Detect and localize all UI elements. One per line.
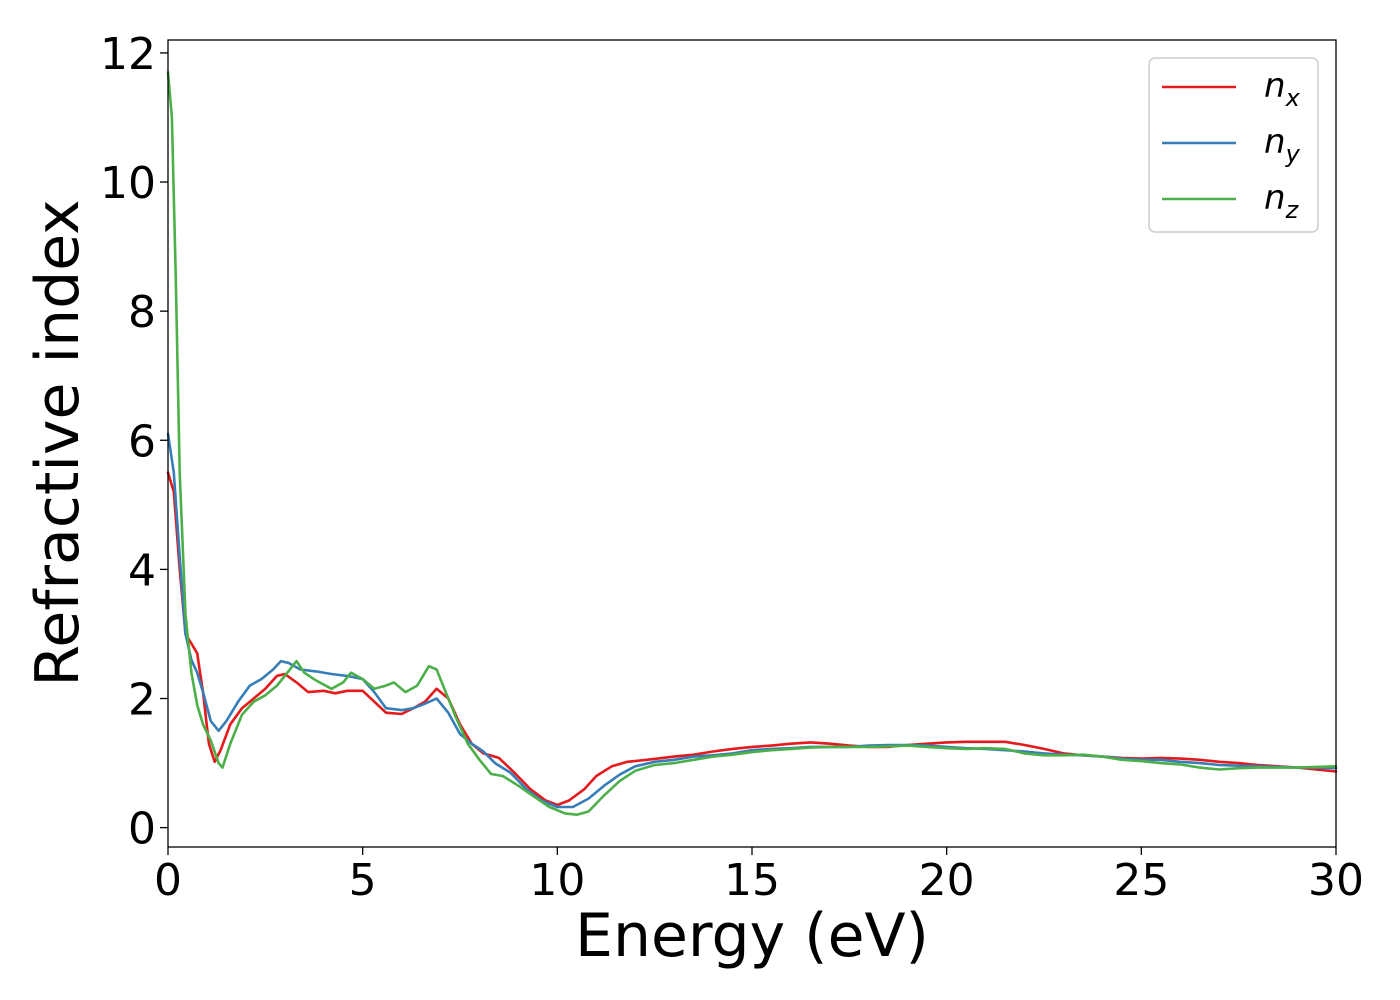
legend-label-subscript: y: [1285, 140, 1301, 168]
legend-label-ny: ny: [1264, 122, 1301, 168]
x-tick-label: 25: [1113, 855, 1169, 906]
legend-label-subscript: z: [1285, 196, 1300, 224]
y-tick-label: 12: [100, 29, 156, 80]
x-axis-label: Energy (eV): [575, 901, 929, 971]
legend-label-nz: nz: [1264, 178, 1300, 224]
y-tick-label: 2: [128, 675, 156, 726]
series-layer: [166, 71, 1338, 817]
series-line-nz: [166, 71, 1338, 817]
x-tick-label: 5: [349, 855, 377, 906]
legend-label-subscript: x: [1285, 84, 1301, 112]
x-tick-label: 0: [154, 855, 182, 906]
y-tick-label: 6: [128, 416, 156, 467]
y-tick-label: 0: [128, 804, 156, 855]
x-tick-label: 10: [529, 855, 585, 906]
legend-label-base: n: [1264, 66, 1286, 106]
y-axis-label: Refractive index: [23, 199, 93, 686]
x-tick-label: 30: [1308, 855, 1364, 906]
x-axis: 0 5 10 15 20 25 30: [154, 847, 1364, 906]
legend-label-base: n: [1264, 122, 1286, 162]
y-tick-label: 10: [100, 158, 156, 209]
y-tick-label: 4: [128, 545, 156, 596]
legend-label-nx: nx: [1264, 66, 1301, 112]
plot-area: [168, 40, 1336, 847]
legend-box: [1148, 57, 1319, 233]
legend-label-base: n: [1264, 178, 1286, 218]
y-axis: 0 2 4 6 8 10 12: [100, 29, 168, 855]
x-tick-label: 20: [919, 855, 975, 906]
x-tick-label: 15: [724, 855, 780, 906]
y-tick-label: 8: [128, 287, 156, 338]
